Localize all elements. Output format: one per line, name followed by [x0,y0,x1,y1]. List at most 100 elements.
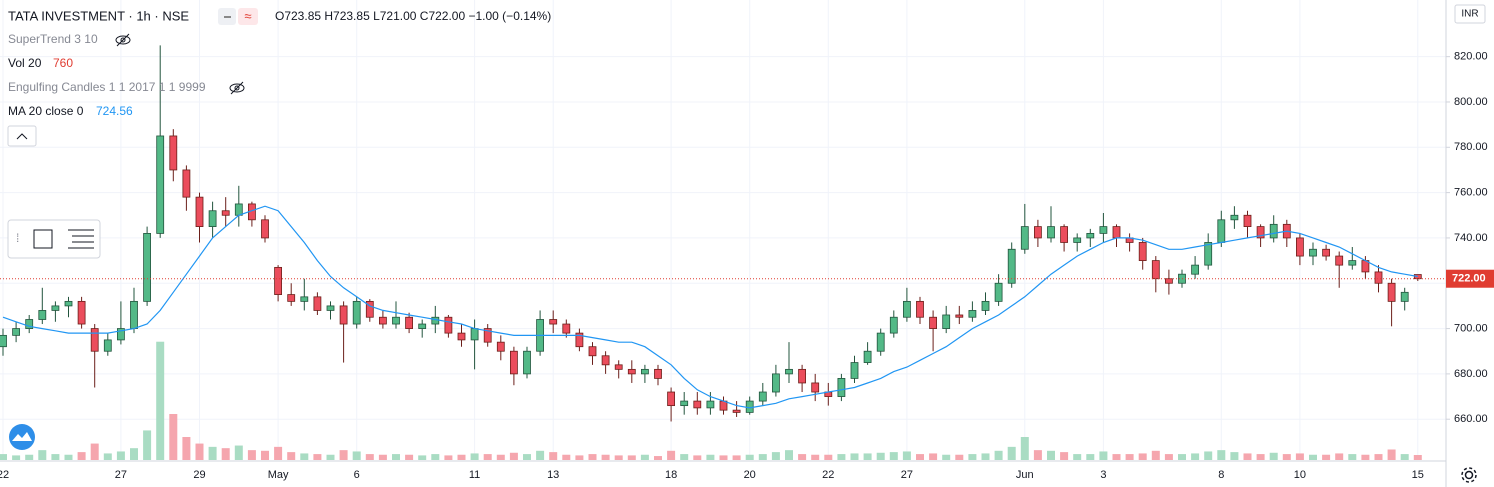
candle-body [981,300,990,311]
volume-bar [1047,450,1055,460]
candle-body [601,355,610,366]
volume-bar [601,454,610,460]
indicator-name: SuperTrend 3 10 [8,32,98,46]
currency-button[interactable] [1454,4,1486,24]
status-icon[interactable] [238,8,258,25]
x-tick-label: 22 [0,469,9,481]
volume-bar [968,454,977,460]
candle-body [1243,214,1252,228]
grid-layer [0,0,1446,460]
candle-body [850,362,859,379]
candle-body [103,339,112,352]
settings-gear[interactable] [1461,467,1477,483]
candle-body [117,328,125,341]
candle-body [575,332,584,348]
indicator-value: 724.56 [96,104,133,118]
volume-bar [457,454,466,460]
volume-bar [470,453,479,460]
candle-body [811,382,820,393]
volume-bar [1007,446,1016,460]
volume-bar [1400,454,1409,460]
logo-button[interactable] [9,424,35,450]
candle-body [431,316,440,325]
volume-bar [1204,451,1213,460]
volume-bar [352,451,361,460]
candle-body [1413,274,1422,280]
candle-body [1034,226,1042,239]
y-tick-label: 660.00 [1454,413,1488,425]
x-tick-label: Jun [1016,469,1034,481]
volume-bar [824,454,833,460]
volume-bar [680,454,689,460]
candle-body [1217,219,1226,243]
x-tick-label: 3 [1100,469,1106,481]
volume-bar [365,454,374,460]
volume-bar [1230,452,1239,460]
candle-body [1138,242,1147,261]
candle-body [470,328,479,341]
status-icon-mark: ≈ [244,8,251,23]
volume-bar [575,455,584,460]
volume-bar [483,454,492,460]
candle-body [313,296,322,311]
candle-body [221,210,230,216]
volume-bar [1387,449,1396,460]
hidden-eye-icon[interactable] [115,33,131,47]
candle-body [143,232,152,302]
rectangle-tool[interactable] [33,229,53,249]
collapse-legend-button[interactable] [7,125,37,147]
volume-bar [745,454,754,460]
volume-bar [51,454,60,460]
volume-bar [785,450,793,460]
hidden-eye-icon[interactable] [229,81,245,95]
candle-body [352,300,361,325]
candle-body [889,316,898,334]
volume-bar [1164,454,1173,460]
candle-body [1151,260,1160,280]
candle-body [562,323,571,334]
volume-bar [693,455,702,460]
volume-bar [902,451,911,460]
volume-bar [405,454,414,460]
candle-body [287,294,296,302]
candle-body [772,373,780,393]
volume-bar [90,443,99,460]
y-tick-label: 780.00 [1454,141,1488,153]
indicator-name: Engulfing Candles 1 1 2017 1 1 9999 [8,80,206,94]
candle-body [1322,248,1330,257]
volume-bar [889,452,898,460]
volume-bar [1073,454,1082,460]
volume-bar [77,452,86,460]
candle-body [641,368,649,375]
candle-body [12,328,21,336]
candle-body [745,400,754,413]
overlay-layer [0,205,1446,409]
volume-bar [287,452,296,460]
volume-bar [103,453,112,460]
x-tick-label: 27 [115,469,127,481]
volume-bar [313,454,322,460]
candle-body [614,364,623,370]
candle-body [195,196,204,228]
ohlc-legend: O723.85 H723.85 L721.00 C722.00 −1.00 (−… [275,9,551,23]
candle-body [1256,226,1265,239]
logo-icon [12,432,32,441]
volume-bar [130,448,138,460]
candle-body [1374,271,1383,284]
x-tick-label: 18 [665,469,677,481]
x-tick-label: 13 [547,469,559,481]
x-tick-label: 27 [901,469,913,481]
candle-body [1309,248,1317,257]
volume-bar [1138,453,1147,460]
volume-bar [156,341,165,460]
lines-tool[interactable] [68,229,94,249]
toolbar-grip: ⁞ [16,231,19,245]
candle-body [588,346,597,357]
volume-bar [38,450,47,460]
collapse-icon [16,133,28,140]
candle-body [38,310,47,320]
volume-bar [850,453,859,460]
volume-bar [247,450,256,460]
volume-bar [1269,452,1278,460]
